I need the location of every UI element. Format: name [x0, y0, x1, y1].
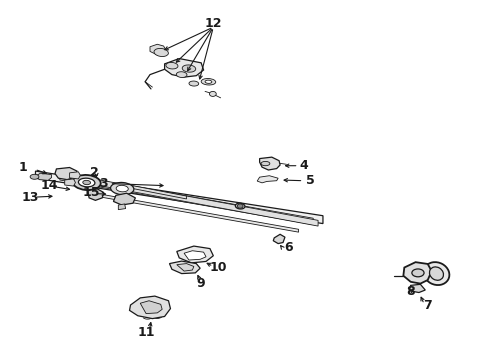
Polygon shape	[114, 193, 135, 205]
Polygon shape	[101, 194, 298, 232]
Text: 10: 10	[209, 261, 227, 274]
Polygon shape	[133, 186, 187, 199]
Ellipse shape	[111, 183, 134, 195]
Ellipse shape	[166, 62, 178, 69]
Text: 1: 1	[19, 161, 28, 174]
Polygon shape	[184, 251, 206, 260]
Polygon shape	[35, 171, 323, 224]
Polygon shape	[60, 174, 313, 225]
Ellipse shape	[154, 49, 169, 57]
Ellipse shape	[73, 175, 101, 190]
Polygon shape	[88, 189, 104, 201]
Polygon shape	[70, 172, 80, 179]
Ellipse shape	[78, 178, 95, 187]
Text: 8: 8	[406, 285, 415, 298]
Ellipse shape	[189, 81, 199, 86]
Circle shape	[237, 204, 243, 208]
Text: 14: 14	[40, 179, 58, 192]
Ellipse shape	[429, 267, 443, 280]
Ellipse shape	[176, 72, 187, 77]
Polygon shape	[35, 173, 51, 180]
Circle shape	[209, 91, 216, 96]
Ellipse shape	[201, 78, 216, 85]
Text: 15: 15	[83, 186, 100, 199]
Ellipse shape	[412, 269, 424, 277]
Polygon shape	[55, 167, 77, 180]
Polygon shape	[165, 59, 203, 77]
Polygon shape	[129, 296, 171, 319]
Ellipse shape	[261, 161, 270, 166]
Ellipse shape	[30, 174, 39, 179]
Polygon shape	[140, 301, 162, 314]
Polygon shape	[118, 204, 125, 210]
Ellipse shape	[182, 65, 196, 72]
Ellipse shape	[423, 262, 449, 285]
Ellipse shape	[205, 80, 212, 84]
Text: 13: 13	[22, 191, 39, 204]
Polygon shape	[257, 176, 278, 183]
Polygon shape	[403, 262, 432, 284]
Ellipse shape	[235, 203, 245, 209]
Ellipse shape	[83, 180, 91, 185]
Text: 3: 3	[99, 177, 108, 190]
Polygon shape	[409, 284, 425, 293]
Text: 2: 2	[90, 166, 98, 179]
Text: 12: 12	[205, 17, 222, 30]
Polygon shape	[273, 234, 285, 244]
Ellipse shape	[116, 185, 128, 192]
Text: 9: 9	[197, 277, 205, 290]
Polygon shape	[177, 264, 194, 271]
Text: 4: 4	[299, 159, 308, 172]
Polygon shape	[260, 157, 280, 170]
Text: 5: 5	[306, 174, 315, 186]
Polygon shape	[150, 44, 166, 55]
Polygon shape	[170, 261, 200, 274]
Polygon shape	[177, 246, 213, 263]
Text: 6: 6	[285, 241, 293, 255]
Polygon shape	[77, 176, 318, 226]
Polygon shape	[65, 179, 75, 186]
Text: 11: 11	[138, 327, 155, 339]
Text: 7: 7	[423, 299, 432, 312]
